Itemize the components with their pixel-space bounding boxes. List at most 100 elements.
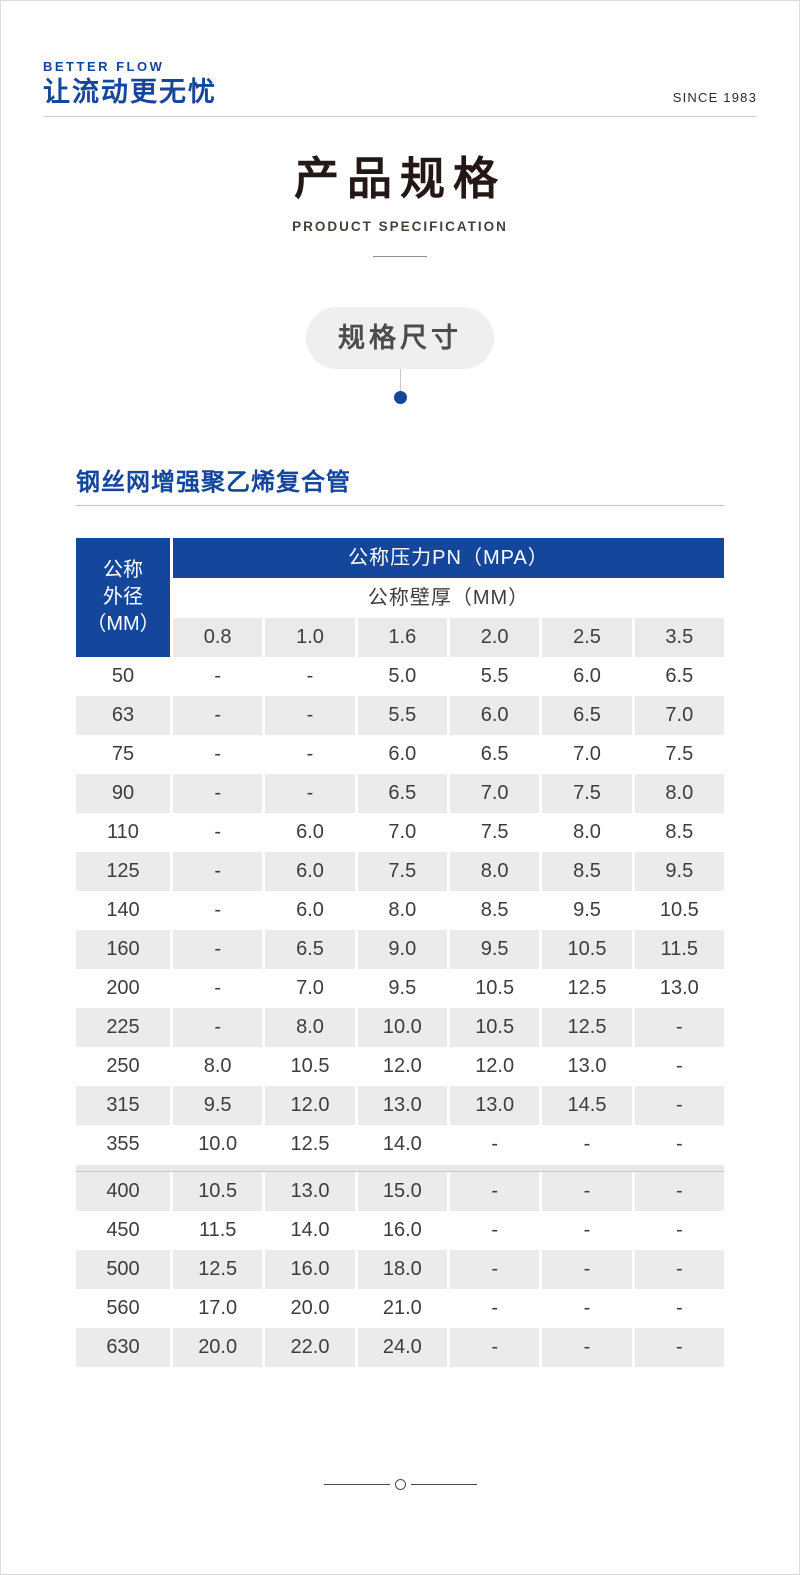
table-cell: 7.5 [480, 821, 509, 843]
table-cell: 14.0 [382, 1133, 422, 1155]
table-cell: - [214, 899, 221, 921]
table-cell: 10.5 [290, 1055, 330, 1077]
table-cell: 6.5 [265, 930, 355, 969]
table-cell: 10.5 [659, 899, 699, 921]
table-cell: 11.5 [198, 1219, 237, 1241]
table-row: 225-8.0 10.0 10.5 12.5- [76, 1008, 724, 1047]
badge-connector-dot [393, 391, 407, 404]
table-cell: 10.0 [198, 1133, 238, 1155]
table-cell: 10.5 [173, 1172, 263, 1211]
brand-name-en: BETTER FLOW [43, 59, 165, 74]
diameter-cell: 200 [106, 977, 140, 999]
table-cell: 8.0 [573, 821, 601, 843]
table-cell: 8.5 [665, 821, 694, 843]
table-cell: 7.0 [450, 774, 540, 813]
page-title: 产品规格 [293, 153, 506, 204]
table-cell: 7.0 [388, 821, 417, 843]
table-row: 63- -5.5 6.0 6.5 7.0 [76, 696, 724, 735]
pressure-column-header: 1.6 [357, 618, 447, 657]
table-cell: 10.5 [542, 930, 632, 969]
table-cell: - [583, 1219, 591, 1241]
brand-since: SINCE 1983 [672, 90, 757, 105]
brand-slogan-cn: 让流动更无忧 [43, 77, 217, 107]
table-row: 160-6.5 9.0 9.5 10.5 11.5 [76, 930, 724, 969]
table-cell: 12.5 [173, 1250, 263, 1289]
table-cell: 10.5 [450, 1008, 540, 1047]
table-cell: - [542, 1328, 632, 1367]
diameter-cell: 355 [106, 1133, 140, 1155]
table-cell: - [306, 665, 314, 687]
diameter-cell: 75 [111, 743, 135, 765]
diameter-cell: 160 [76, 930, 170, 969]
table-cell: 14.0 [290, 1219, 330, 1241]
table-row: 50 - - 5.0 5.5 6.0 6.5 [76, 657, 724, 696]
table-cell: 6.0 [265, 852, 355, 891]
diameter-cell: 225 [76, 1008, 170, 1047]
table-row: 400 10.5 13.0 15.0- - - [76, 1172, 724, 1211]
table-cell: - [214, 743, 221, 765]
table-cell: 7.5 [357, 852, 447, 891]
thickness-header: 公称壁厚（MM） [173, 578, 724, 618]
pressure-column-header: 2.0 [450, 618, 540, 657]
diameter-cell: 63 [76, 696, 170, 735]
section: 钢丝网增强聚乙烯复合管 [76, 468, 724, 506]
table-cell: - [450, 1328, 540, 1367]
table-cell: 16.0 [382, 1219, 422, 1241]
diameter-cell: 125 [76, 852, 170, 891]
pressure-header: 公称压力PN（MPA） [173, 538, 724, 578]
diameter-cell: 450 [106, 1219, 140, 1241]
table-cell: 9.5 [634, 852, 724, 891]
table-cell: 6.0 [450, 696, 540, 735]
table-row: 125-6.0 7.5 8.0 8.5 9.5 [76, 852, 724, 891]
table-cell: - [634, 1250, 724, 1289]
table-cell: 10.0 [357, 1008, 447, 1047]
pressure-column-header: 0.8 [173, 618, 263, 657]
table-cell: - [173, 696, 263, 735]
table-cell: 12.5 [567, 977, 607, 999]
table-cell: 6.0 [296, 899, 324, 921]
table-cell: 8.0 [265, 1008, 355, 1047]
brand-header: BETTER FLOW 让流动更无忧 SINCE 1983 [1, 1, 799, 117]
table-cell: 13.0 [567, 1055, 607, 1077]
table-cell: 6.5 [357, 774, 447, 813]
table-cell: 8.0 [450, 852, 540, 891]
table-row: 500 12.5 16.0 18.0- - - [76, 1250, 724, 1289]
pressure-column-header: 3.5 [634, 618, 724, 657]
table-cell: 13.0 [357, 1086, 447, 1125]
table-cell: 7.5 [542, 774, 632, 813]
table-header: 公称 外径 （MM） 公称压力PN（MPA） 公称壁厚（MM） 0.8 1.0 1.… [76, 538, 724, 657]
spec-size-badge: 规格尺寸 [306, 307, 494, 369]
diameter-cell: 90 [76, 774, 170, 813]
page-subtitle: PRODUCT SPECIFICATION [292, 219, 508, 234]
table-cell: - [491, 1133, 498, 1155]
table-cell: 9.5 [450, 930, 540, 969]
table-cell: - [675, 1219, 683, 1241]
table-cell: 13.0 [450, 1086, 540, 1125]
table-cell: 13.0 [659, 977, 699, 999]
table-cell: 12.5 [290, 1133, 330, 1155]
table-cell: 6.5 [542, 696, 632, 735]
table-cell: - [450, 1250, 540, 1289]
table-cell: 17.0 [198, 1297, 238, 1319]
table-cell: 12.0 [265, 1086, 355, 1125]
table-cell: 6.5 [480, 743, 509, 765]
pressure-column-header: 1.0 [265, 618, 355, 657]
table-row: 200 - 7.0 9.5 10.5 12.5 13.0 [76, 969, 724, 1008]
title-block: 产品规格 PRODUCT SPECIFICATION [1, 153, 799, 257]
table-cell: - [675, 1133, 683, 1155]
footer-line-right [410, 1484, 477, 1485]
table-cell: - [634, 1328, 724, 1367]
table-cell: 12.0 [475, 1055, 515, 1077]
table-cell: - [214, 665, 221, 687]
table-cell: - [583, 1133, 591, 1155]
table-row: 140 - 6.0 8.0 8.5 9.5 10.5 [76, 891, 724, 930]
table-cell: - [214, 821, 221, 843]
table-cell: 13.0 [265, 1172, 355, 1211]
footer-decoration [1, 1479, 799, 1490]
table-cell: - [583, 1297, 591, 1319]
pressure-columns-row: 0.8 1.0 1.6 2.0 2.5 3.5 [173, 618, 724, 657]
table-cell: - [542, 1250, 632, 1289]
table-cell: 9.5 [388, 977, 417, 999]
table-cell: 15.0 [357, 1172, 447, 1211]
